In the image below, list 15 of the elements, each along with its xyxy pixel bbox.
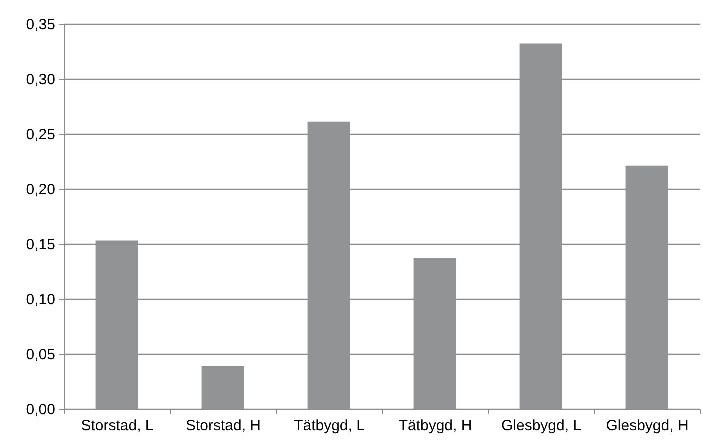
y-tick-label: 0,20 xyxy=(26,182,56,198)
y-tick-label: 0,35 xyxy=(26,16,56,34)
y-tick-label: 0,25 xyxy=(26,126,56,144)
x-tick-label: Tätbygd, H xyxy=(398,418,472,434)
x-tick-label: Glesbygd, H xyxy=(606,418,689,434)
y-tick-label: 0,00 xyxy=(26,402,56,418)
y-tick-label: 0,10 xyxy=(26,292,56,308)
bar xyxy=(202,366,244,409)
y-tick-label: 0,30 xyxy=(26,72,56,88)
x-tick-label: Tätbygd, L xyxy=(294,418,365,434)
x-tick-label: Storstad, H xyxy=(186,418,262,434)
y-tick-label: 0,15 xyxy=(26,236,56,254)
y-tick-label: 0,05 xyxy=(26,346,56,364)
x-tick-label: Glesbygd, L xyxy=(501,418,582,434)
x-tick-label: Storstad, L xyxy=(81,418,154,434)
